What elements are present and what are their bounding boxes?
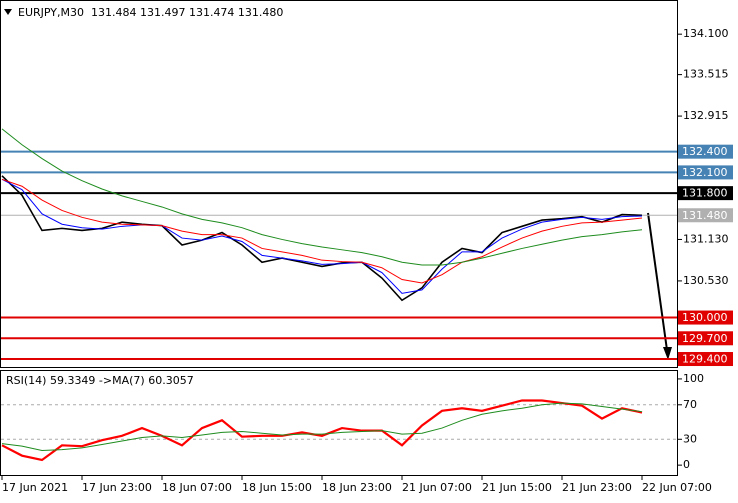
y-tick-label: 132.915 — [683, 109, 729, 122]
level-label-box — [678, 186, 733, 201]
x-tick-label: 22 Jun 07:00 — [642, 481, 712, 494]
series-line — [1, 402, 643, 451]
x-tick-label: 21 Jun 15:00 — [482, 481, 552, 494]
main-panel — [0, 0, 678, 368]
y-tick-label: 131.130 — [683, 232, 729, 245]
x-tick-label: 17 Jun 2021 — [2, 481, 68, 494]
forecast-arrow — [647, 212, 668, 351]
menu-triangle — [4, 9, 12, 15]
rsi-panel — [0, 370, 678, 476]
level-label-box — [678, 144, 733, 159]
level-label-box — [678, 310, 733, 325]
y-tick-label: 70 — [683, 398, 697, 411]
level-label-box — [678, 165, 733, 180]
series-line — [1, 399, 643, 462]
level-label: 132.100 — [682, 166, 728, 179]
level-label: 130.000 — [682, 311, 728, 324]
y-tick-label: 134.100 — [683, 27, 729, 40]
y-tick-label: 100 — [683, 372, 704, 385]
x-tick-label: 21 Jun 07:00 — [402, 481, 472, 494]
level-label: 132.400 — [682, 145, 728, 158]
x-tick-label: 21 Jun 23:00 — [562, 481, 632, 494]
arrow-head — [663, 347, 672, 360]
x-tick-label: 17 Jun 23:00 — [82, 481, 152, 494]
level-label-box — [678, 331, 733, 346]
level-label: 131.800 — [682, 187, 728, 200]
rsi-header: RSI(14) 59.3349 ->MA(7) 60.3057 — [6, 374, 194, 387]
x-tick-label: 18 Jun 15:00 — [242, 481, 312, 494]
x-tick-label: 18 Jun 07:00 — [162, 481, 232, 494]
x-tick-label: 18 Jun 23:00 — [322, 481, 392, 494]
series-line — [1, 175, 643, 302]
series-line — [1, 178, 643, 284]
level-label-box — [678, 352, 733, 367]
y-tick-label: 30 — [683, 432, 697, 445]
main-header: EURJPY,M30 131.484 131.497 131.474 131.4… — [18, 6, 283, 19]
series-line — [1, 178, 643, 294]
series-line — [1, 128, 643, 266]
y-tick-label: 0 — [683, 458, 690, 471]
y-tick-label: 133.515 — [683, 68, 729, 81]
level-label: 131.480 — [682, 209, 728, 222]
level-label: 129.400 — [682, 353, 728, 366]
y-tick-label: 130.530 — [683, 274, 729, 287]
level-label: 129.700 — [682, 332, 728, 345]
level-label-box — [678, 208, 733, 223]
